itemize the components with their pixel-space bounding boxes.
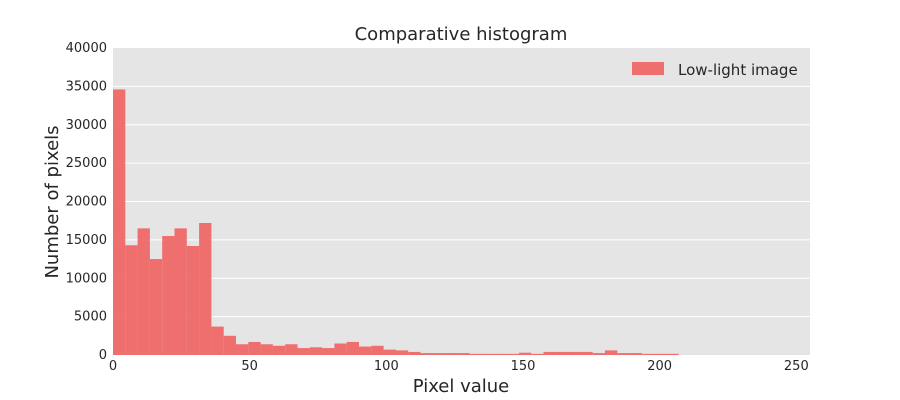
histogram-bar (113, 89, 126, 355)
histogram-bar (641, 353, 655, 355)
histogram-bar (580, 351, 593, 355)
histogram-bar (568, 351, 581, 355)
histogram-bar (223, 335, 236, 355)
histogram-bar (211, 326, 224, 355)
histogram-bar (654, 353, 667, 355)
y-tick-label: 10000 (66, 271, 107, 286)
histogram-bar (199, 222, 212, 355)
histogram-bar (555, 351, 569, 355)
x-tick-labels: 0 50 100 150 200 250 (109, 359, 809, 374)
histogram-bar (125, 245, 138, 355)
y-tick-label: 40000 (66, 41, 107, 56)
histogram-bar (518, 352, 532, 355)
histogram-bar (359, 346, 372, 355)
legend-label: Low-light image (678, 61, 798, 79)
x-tick-label: 150 (511, 359, 536, 374)
y-tick-labels: 0 5000 10000 15000 20000 25000 30000 35000 40000 (66, 41, 107, 363)
y-tick-label: 30000 (66, 118, 107, 133)
legend: Low-light image (632, 61, 798, 79)
y-tick-label: 0 (99, 348, 107, 363)
y-axis-label: Number of pixels (42, 125, 63, 278)
histogram-bar (383, 349, 396, 355)
histogram-bar (346, 341, 359, 355)
histogram-bar (592, 353, 605, 355)
histogram-bar (494, 353, 507, 355)
histogram-bar (617, 353, 630, 355)
histogram-bar (260, 344, 273, 355)
histogram-bar (531, 353, 544, 355)
x-tick-label: 250 (784, 359, 809, 374)
histogram-bar (309, 347, 323, 355)
histogram-bar (285, 344, 298, 355)
y-tick-label: 25000 (66, 156, 107, 171)
histogram-bar (408, 351, 421, 355)
histogram-bar (137, 228, 150, 355)
histogram-bar (371, 345, 384, 355)
x-axis-label: Pixel value (413, 376, 510, 397)
y-tick-label: 35000 (66, 79, 107, 94)
x-tick-label: 0 (109, 359, 117, 374)
histogram-bars (113, 89, 679, 355)
histogram-bar (395, 350, 409, 355)
histogram-bar (506, 353, 519, 355)
histogram-bar (605, 350, 618, 355)
grid-lines (113, 85, 810, 318)
histogram-bar (420, 353, 433, 355)
legend-swatch (632, 62, 664, 75)
histogram-bar (629, 353, 642, 355)
y-tick-label: 15000 (66, 233, 107, 248)
x-tick-label: 100 (374, 359, 399, 374)
y-tick-label: 5000 (74, 310, 107, 325)
histogram-bar (445, 353, 458, 355)
histogram-bar (666, 353, 679, 355)
histogram-bar (543, 351, 556, 355)
histogram-bar (174, 228, 187, 355)
histogram-bar (334, 343, 347, 355)
histogram-bar (236, 344, 249, 355)
y-tick-label: 20000 (66, 195, 107, 210)
x-tick-label: 200 (647, 359, 672, 374)
histogram-bar (322, 348, 335, 355)
histogram-bar (272, 345, 286, 355)
histogram-bar (162, 236, 175, 355)
histogram-bar (248, 341, 261, 355)
histogram-bar (469, 353, 482, 355)
histogram-bar (432, 353, 446, 355)
chart-title: Comparative histogram (355, 24, 568, 45)
histogram-bar (297, 348, 310, 355)
histogram-bar (186, 246, 200, 355)
histogram-bar (149, 259, 163, 355)
histogram-bar (457, 353, 470, 355)
x-tick-label: 50 (241, 359, 258, 374)
histogram-bar (482, 353, 495, 355)
